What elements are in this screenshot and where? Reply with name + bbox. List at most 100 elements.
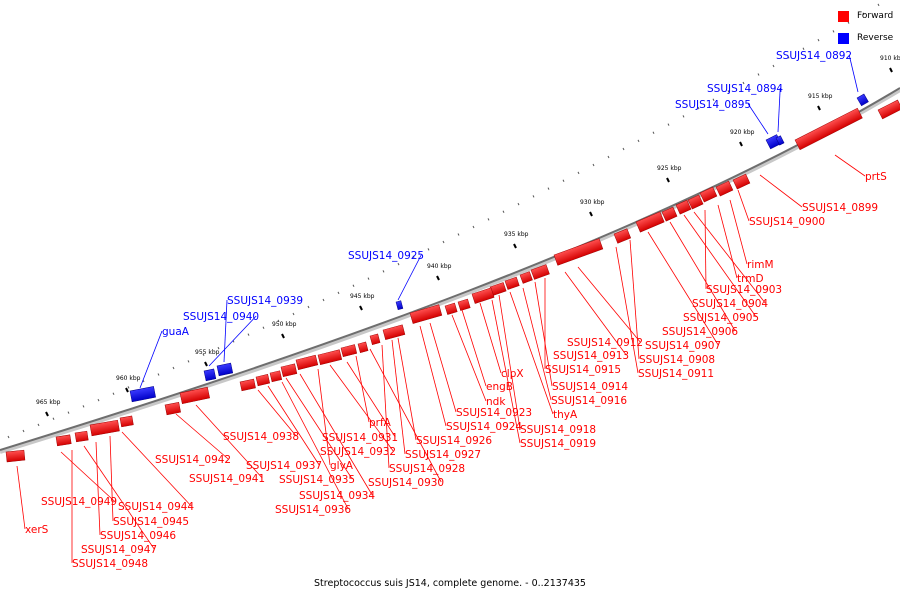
gene-label-ssujs14-0899: SSUJS14_0899 <box>802 202 878 214</box>
minor-tick <box>217 346 220 350</box>
reverse-gene-block[interactable] <box>203 368 217 382</box>
minor-tick <box>247 333 250 336</box>
leader-line <box>285 377 353 480</box>
leader-line <box>60 451 115 502</box>
leader-line <box>267 385 320 466</box>
gene-label-ssujs14-0946: SSUJS14_0946 <box>100 530 176 542</box>
minor-tick <box>442 240 445 244</box>
forward-gene-block[interactable] <box>530 264 550 280</box>
leader-line <box>737 189 750 222</box>
minor-tick <box>457 233 460 236</box>
gene-label-guaa: guaA <box>162 326 190 338</box>
leader-line <box>299 373 373 496</box>
gene-label-ssujs14-0903: SSUJS14_0903 <box>706 284 782 296</box>
gene-label-glya: glyA <box>330 460 354 472</box>
leader-line <box>564 271 627 356</box>
forward-gene-block[interactable] <box>382 324 406 340</box>
forward-gene-block[interactable] <box>553 238 604 266</box>
forward-gene-block[interactable] <box>119 415 134 428</box>
leader-line <box>522 287 552 401</box>
reverse-gene-block[interactable] <box>856 93 869 107</box>
gene-label-ssujs14-0911: SSUJS14_0911 <box>638 368 714 380</box>
forward-gene-block[interactable] <box>715 180 734 197</box>
forward-gene-block[interactable] <box>5 449 26 463</box>
tick-mark <box>281 333 285 339</box>
leader-line <box>461 309 487 387</box>
leader-line <box>391 339 406 455</box>
forward-gene-block[interactable] <box>661 206 678 222</box>
gene-label-ssujs14-0940: SSUJS14_0940 <box>183 311 259 323</box>
gene-label-ssujs14-0934: SSUJS14_0934 <box>299 490 375 502</box>
forward-gene-block[interactable] <box>675 199 692 215</box>
reverse-swatch <box>838 32 849 44</box>
forward-gene-block[interactable] <box>340 344 358 358</box>
forward-gene-block[interactable] <box>369 333 381 345</box>
gene-label-ssujs14-0900: SSUJS14_0900 <box>749 216 825 228</box>
gene-label-ssujs14-0936: SSUJS14_0936 <box>275 504 351 516</box>
forward-gene-block[interactable] <box>699 186 718 203</box>
forward-gene-block[interactable] <box>74 430 89 443</box>
forward-gene-block[interactable] <box>89 419 120 437</box>
leader-line <box>479 302 502 374</box>
forward-gene-block[interactable] <box>409 304 443 324</box>
tick-label: 960 kbp <box>116 375 141 382</box>
forward-gene-block[interactable] <box>471 287 495 304</box>
gene-label-ssujs14-0913: SSUJS14_0913 <box>553 350 629 362</box>
gene-label-ssujs14-0906: SSUJS14_0906 <box>662 326 738 338</box>
minor-tick <box>667 123 670 126</box>
forward-gene-block[interactable] <box>239 378 256 392</box>
minor-tick <box>397 262 400 266</box>
gene-label-ssujs14-0935: SSUJS14_0935 <box>279 474 355 486</box>
gene-label-ssujs14-0939: SSUJS14_0939 <box>227 295 303 307</box>
reverse-gene-block[interactable] <box>129 386 156 403</box>
tick-label: 955 kbp <box>195 349 220 356</box>
reverse-gene-block[interactable] <box>775 135 785 146</box>
forward-gene-block[interactable] <box>504 276 520 290</box>
forward-gene-block[interactable] <box>687 194 704 210</box>
forward-gene-block[interactable] <box>280 363 298 378</box>
reverse-gene-block[interactable] <box>216 362 234 377</box>
legend-reverse: Reverse <box>838 31 893 45</box>
gene-label-ssujs14-0949: SSUJS14_0949 <box>41 496 117 508</box>
forward-gene-block[interactable] <box>613 228 632 244</box>
leader-line <box>355 355 370 423</box>
forward-gene-block[interactable] <box>357 341 369 353</box>
backbone-shadow <box>0 88 900 454</box>
tick-label: 945 kbp <box>350 293 375 300</box>
forward-gene-block[interactable] <box>457 298 471 311</box>
leader-line <box>615 246 639 374</box>
forward-gene-block[interactable] <box>635 211 665 233</box>
forward-gene-block[interactable] <box>179 386 210 405</box>
backbone <box>0 87 900 451</box>
minor-tick <box>847 21 850 24</box>
minor-tick <box>472 225 475 229</box>
forward-gene-block[interactable] <box>794 107 863 151</box>
leader-line <box>704 209 707 290</box>
gene-label-ssujs14-0928: SSUJS14_0928 <box>389 463 465 475</box>
leader-line <box>16 465 26 530</box>
forward-gene-block[interactable] <box>732 173 751 190</box>
forward-gene-block[interactable] <box>444 302 458 315</box>
minor-tick <box>562 179 565 182</box>
forward-gene-block[interactable] <box>255 374 271 387</box>
reverse-gene-block[interactable] <box>395 300 404 311</box>
minor-tick <box>487 218 490 221</box>
gene-label-ssujs14-0926: SSUJS14_0926 <box>416 435 492 447</box>
forward-gene-block[interactable] <box>519 271 533 284</box>
minor-tick <box>637 139 640 143</box>
forward-gene-block[interactable] <box>269 370 283 383</box>
gene-label-ssujs14-0938: SSUJS14_0938 <box>223 431 299 443</box>
forward-gene-block[interactable] <box>55 434 72 447</box>
forward-gene-block[interactable] <box>164 402 181 416</box>
tick-mark <box>739 141 743 147</box>
minor-tick <box>622 147 625 151</box>
leader-line <box>729 199 748 265</box>
forward-gene-block[interactable] <box>317 349 343 366</box>
gene-label-ssujs14-0925: SSUJS14_0925 <box>348 250 424 262</box>
gene-label-rimm: rimM <box>747 259 774 271</box>
leader-line <box>777 87 781 133</box>
minor-tick <box>157 373 160 376</box>
tick-mark <box>436 275 440 281</box>
forward-gene-block[interactable] <box>295 354 319 371</box>
minor-tick <box>322 298 325 302</box>
